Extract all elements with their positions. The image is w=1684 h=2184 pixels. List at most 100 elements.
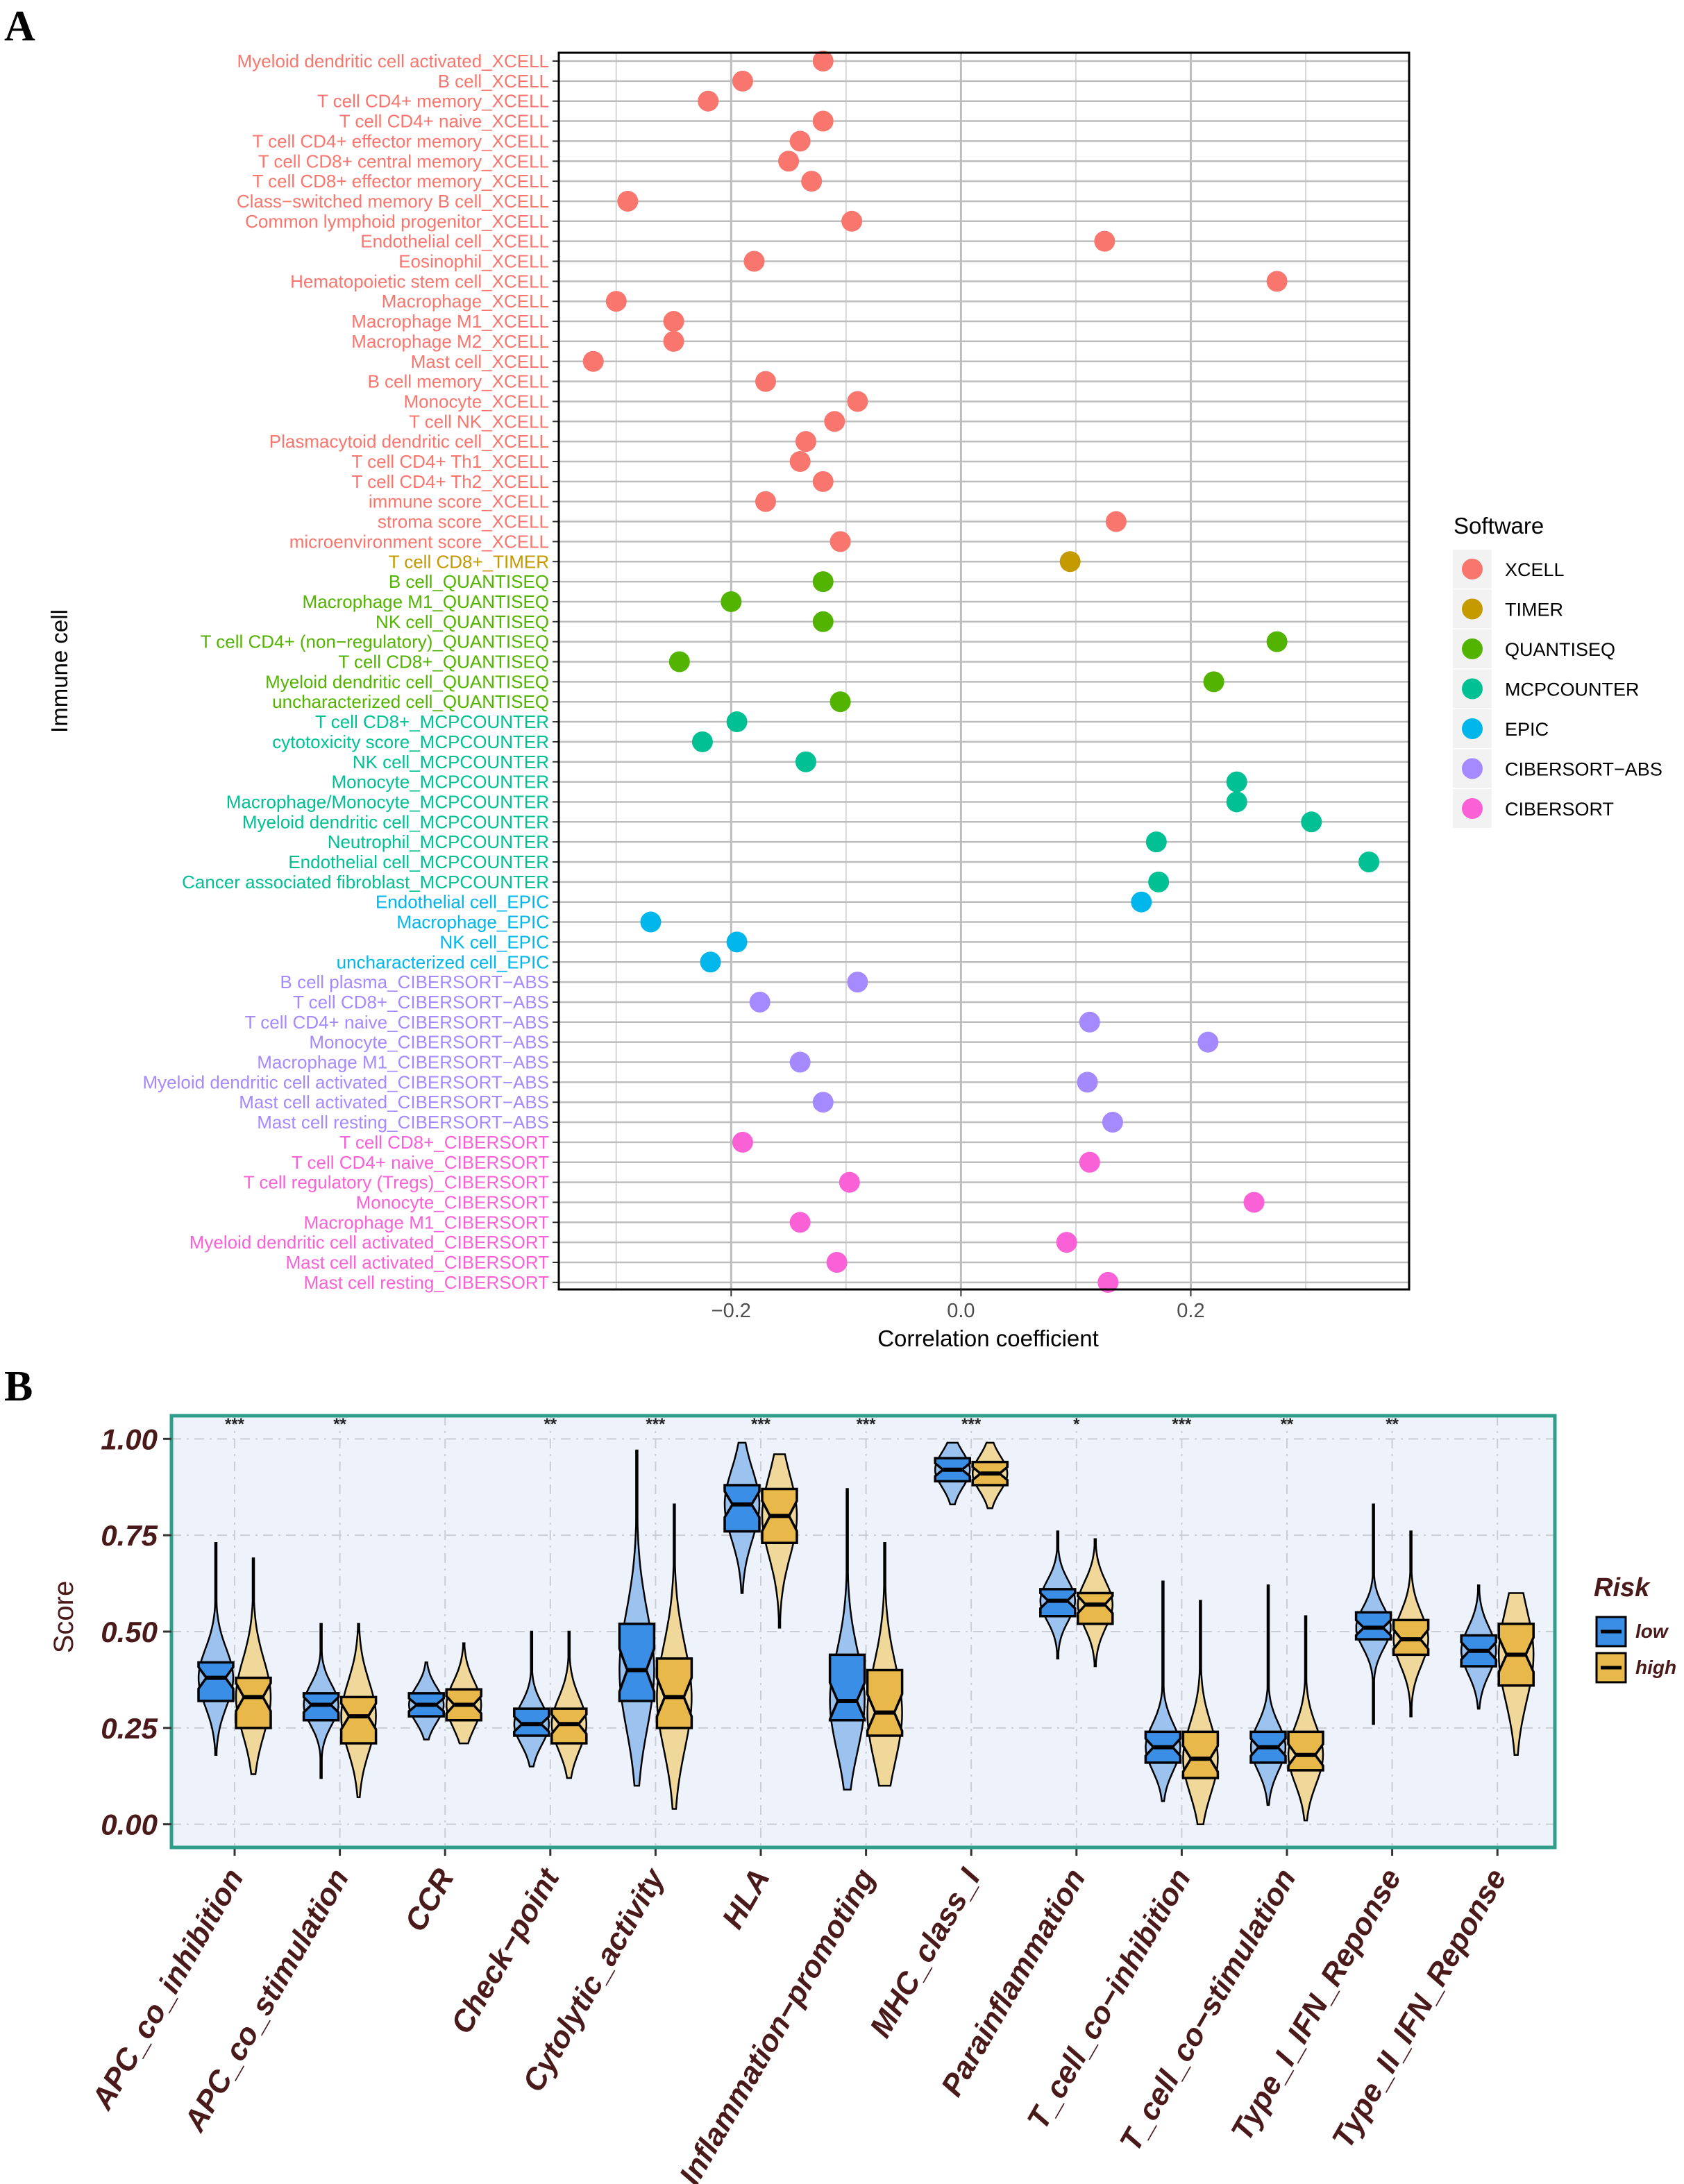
data-point xyxy=(1102,1112,1123,1133)
y-tick-label: T cell regulatory (Tregs)_CIBERSORT xyxy=(244,1172,549,1193)
data-point xyxy=(732,1131,753,1153)
y-tick-label: T cell CD4+ naive_XCELL xyxy=(339,111,549,132)
data-point xyxy=(826,1252,848,1273)
y-tick-label: Myeloid dendritic cell activated_XCELL xyxy=(237,51,549,71)
y-tick-label: 1.00 xyxy=(101,1423,158,1455)
y-tick-label: Myeloid dendritic cell_QUANTISEQ xyxy=(265,671,549,692)
y-tick-label: Mast cell_XCELL xyxy=(411,351,549,372)
data-point xyxy=(1203,671,1224,693)
data-point xyxy=(1266,271,1288,292)
legend-label: high xyxy=(1635,1657,1676,1678)
legend-label: EPIC xyxy=(1505,719,1549,740)
data-point xyxy=(795,751,816,772)
data-point xyxy=(789,130,811,152)
y-tick-label: Mast cell activated_CIBERSORT xyxy=(285,1252,549,1273)
low-box xyxy=(618,1623,656,1702)
y-tick-label: NK cell_MCPCOUNTER xyxy=(353,752,549,772)
data-point xyxy=(789,1051,811,1073)
data-point xyxy=(812,571,834,593)
data-point xyxy=(1197,1031,1219,1053)
high-box xyxy=(1077,1591,1114,1625)
legend-label: low xyxy=(1635,1620,1669,1642)
data-point xyxy=(691,731,713,752)
y-tick-label: B cell_QUANTISEQ xyxy=(389,571,549,592)
legend-label: MCPCOUNTER xyxy=(1505,679,1640,700)
data-point xyxy=(1079,1151,1100,1173)
x-tick-label: Check−point xyxy=(444,1861,566,2039)
y-tick-label: 0.25 xyxy=(101,1712,158,1745)
high-box xyxy=(235,1676,272,1729)
data-point xyxy=(1131,891,1152,913)
y-tick-label: T cell CD4+ (non−regulatory)_QUANTISEQ xyxy=(201,632,549,652)
y-tick-label: Monocyte_CIBERSORT xyxy=(356,1192,550,1212)
panel-b-violin-plot: ***APC_co_inhibition**APC_co_stimulation… xyxy=(49,1414,1676,2184)
data-point xyxy=(605,291,627,312)
legend-label: CIBERSORT−ABS xyxy=(1505,759,1662,780)
data-point xyxy=(1094,230,1115,252)
y-tick-label: T cell CD8+_TIMER xyxy=(389,551,549,572)
y-tick-label: Hematopoietic stem cell_XCELL xyxy=(290,271,549,291)
data-point xyxy=(1301,811,1322,833)
x-tick-label: 0.0 xyxy=(947,1300,975,1322)
y-tick-label: T cell CD4+ Th2_XCELL xyxy=(352,471,549,492)
y-tick-label: Monocyte_MCPCOUNTER xyxy=(331,772,549,793)
data-point xyxy=(847,972,868,993)
legend-label: QUANTISEQ xyxy=(1505,639,1615,660)
significance-label: *** xyxy=(1172,1415,1192,1434)
y-tick-label: Endothelial cell_EPIC xyxy=(376,892,549,913)
significance-label: *** xyxy=(961,1415,982,1434)
legend-label: CIBERSORT xyxy=(1505,799,1614,820)
data-point xyxy=(1145,831,1167,853)
data-point xyxy=(839,1171,860,1193)
y-tick-label: Eosinophil_XCELL xyxy=(398,251,549,272)
data-point xyxy=(743,251,765,272)
data-point xyxy=(795,431,816,452)
high-box xyxy=(1287,1730,1324,1772)
data-point xyxy=(668,651,690,672)
y-tick-label: Macrophage M2_XCELL xyxy=(351,331,549,352)
y-tick-label: B cell memory_XCELL xyxy=(367,371,549,392)
y-axis-title: Immune cell xyxy=(47,609,72,733)
y-tick-label: Endothelial cell_XCELL xyxy=(360,231,549,252)
y-tick-label: T cell CD8+_CIBERSORT xyxy=(339,1132,549,1153)
y-tick-label: T cell CD8+_QUANTISEQ xyxy=(338,652,549,672)
significance-label: ** xyxy=(333,1415,346,1434)
y-tick-label: T cell CD4+ Th1_XCELL xyxy=(352,451,549,472)
data-point xyxy=(726,931,748,953)
data-point xyxy=(663,311,684,332)
high-box xyxy=(1181,1730,1220,1779)
data-point xyxy=(801,171,823,192)
y-tick-label: T cell CD8+_MCPCOUNTER xyxy=(315,711,549,732)
data-point xyxy=(824,411,845,432)
y-tick-label: T cell CD8+ central memory_XCELL xyxy=(258,151,549,171)
panel-b-letter: B xyxy=(4,1363,33,1410)
y-tick-label: T cell CD4+ effector memory_XCELL xyxy=(253,130,550,151)
y-tick-label: Myeloid dendritic cell activated_CIBERSO… xyxy=(143,1072,550,1092)
significance-label: *** xyxy=(225,1415,245,1434)
significance-label: * xyxy=(1073,1415,1080,1434)
data-point xyxy=(789,451,811,472)
data-point xyxy=(789,1212,811,1233)
x-tick-label: CCR xyxy=(398,1863,461,1937)
data-point xyxy=(755,491,776,512)
y-tick-label: Cancer associated fibroblast_MCPCOUNTER xyxy=(182,872,549,892)
panel-a-dot-plot: Myeloid dendritic cell activated_XCELL B … xyxy=(47,51,1662,1351)
low-box xyxy=(197,1661,235,1702)
data-point xyxy=(1077,1072,1098,1093)
y-tick-label: Macrophage_EPIC xyxy=(396,912,549,933)
y-tick-label: cytotoxicity score_MCPCOUNTER xyxy=(272,731,549,752)
legend-key xyxy=(1462,678,1483,700)
legend-key xyxy=(1462,638,1483,659)
panel-a-letter: A xyxy=(4,3,35,50)
data-point xyxy=(1105,511,1127,532)
plot-background xyxy=(559,53,1409,1289)
data-point xyxy=(726,711,748,733)
legend-key xyxy=(1462,559,1483,579)
x-tick-label: Inflammation−promoting xyxy=(673,1863,882,2184)
y-tick-label: immune score_XCELL xyxy=(369,491,549,512)
data-point xyxy=(732,70,753,92)
y-tick-label: Myeloid dendritic cell_MCPCOUNTER xyxy=(242,811,549,832)
significance-label: *** xyxy=(646,1415,666,1434)
y-tick-label: T cell NK_XCELL xyxy=(409,411,549,432)
